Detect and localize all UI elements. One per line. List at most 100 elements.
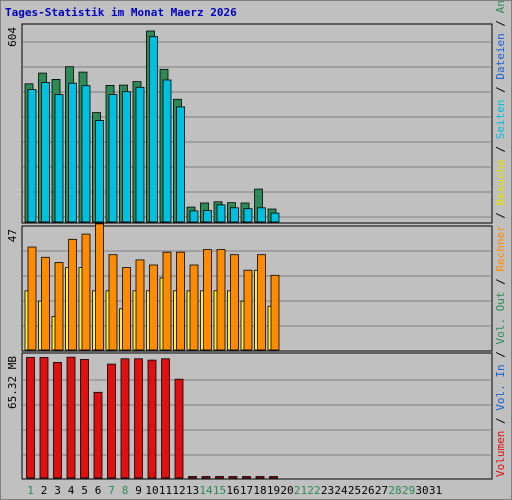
- bar-dateien-day-2: [41, 82, 50, 223]
- bar-dateien-day-18: [257, 207, 266, 223]
- x-tick-label: 17: [240, 484, 253, 497]
- bar-volumen-day-12: [174, 378, 184, 479]
- x-tick-label: 22: [307, 484, 320, 497]
- x-tick-label: 30: [415, 484, 428, 497]
- x-tick-label: 2: [41, 484, 48, 497]
- legend-entry: Vol. In: [494, 364, 507, 410]
- x-tick-label: 10: [145, 484, 158, 497]
- legend-entry: /: [494, 13, 507, 33]
- bar-rechner-day-2: [41, 256, 50, 351]
- bar-volumen-day-6: [93, 391, 103, 479]
- bar-dateien-day-3: [54, 94, 64, 223]
- x-tick-label: 16: [226, 484, 239, 497]
- legend-entry: Dateien: [494, 33, 507, 79]
- bar-rechner-day-3: [54, 262, 64, 351]
- x-tick-label: 28: [388, 484, 401, 497]
- panel-middle-max-label: 47: [6, 229, 19, 242]
- bar-volumen-day-5: [80, 358, 89, 479]
- bar-dateien-day-6: [95, 120, 104, 223]
- x-tick-label: 24: [334, 484, 348, 497]
- panel-top: 604: [6, 23, 493, 224]
- x-tick-label: 15: [213, 484, 226, 497]
- bar-volumen-day-4: [66, 356, 76, 479]
- bar-rechner-day-10: [149, 264, 158, 351]
- bar-dateien-day-9: [135, 86, 145, 223]
- bar-dateien-day-8: [122, 91, 131, 223]
- bar-volumen-day-19: [269, 476, 278, 479]
- x-tick-label: 6: [95, 484, 102, 497]
- bar-rechner-day-14: [203, 249, 212, 351]
- bar-volumen-day-11: [161, 358, 170, 479]
- chart-title: Tages-Statistik im Monat Maerz 2026: [5, 6, 237, 19]
- bar-volumen-day-16: [228, 476, 238, 479]
- legend-entry: /: [494, 411, 507, 431]
- x-tick-label: 19: [267, 484, 280, 497]
- x-tick-label: 21: [294, 484, 307, 497]
- series-rechner: [27, 223, 280, 351]
- bar-rechner-day-9: [135, 259, 145, 351]
- x-tick-label: 25: [348, 484, 361, 497]
- bar-rechner-day-7: [108, 254, 118, 351]
- legend-entry: Seiten: [494, 99, 507, 139]
- legend-entry: /: [494, 80, 507, 100]
- bar-volumen-day-14: [201, 476, 211, 479]
- x-tick-label: 8: [122, 484, 129, 497]
- bar-dateien-day-17: [243, 208, 253, 223]
- bar-dateien-day-19: [270, 212, 280, 223]
- legend-entry: Besuche: [494, 159, 507, 205]
- x-tick-label: 31: [429, 484, 442, 497]
- bar-rechner-day-12: [176, 251, 185, 351]
- bar-dateien-day-15: [216, 204, 226, 223]
- legend-entry: Anfragen: [494, 1, 507, 13]
- legend-entry: Volumen: [494, 431, 507, 477]
- panel-top-max-label: 604: [6, 27, 19, 47]
- legend-entry: Rechner: [494, 225, 507, 272]
- x-tick-label: 9: [135, 484, 142, 497]
- x-tick-label: 26: [361, 484, 374, 497]
- bar-dateien-day-14: [203, 210, 212, 223]
- bar-dateien-day-11: [162, 79, 172, 223]
- x-tick-label: 20: [280, 484, 293, 497]
- x-tick-label: 12: [172, 484, 185, 497]
- bar-rechner-day-6: [95, 223, 104, 351]
- legend-entry: Vol. Out: [494, 292, 507, 345]
- series-dateien: [27, 36, 280, 223]
- legend-entry: /: [494, 272, 507, 292]
- bar-dateien-day-1: [27, 89, 37, 223]
- x-tick-label: 13: [186, 484, 199, 497]
- x-tick-label: 7: [108, 484, 115, 497]
- panel-bottom: 65.32 MB: [6, 352, 493, 480]
- panel-bottom-max-label: 65.32 MB: [6, 356, 19, 409]
- bar-volumen-day-1: [26, 357, 35, 479]
- bar-rechner-day-1: [27, 246, 37, 351]
- x-axis: 1 2 3 4 5 6 7 8 9 10 11 12 13 14 15 16 17 18 19 20 21 22 23 24 2…: [27, 484, 442, 497]
- bar-rechner-day-15: [216, 249, 226, 351]
- bar-dateien-day-16: [230, 207, 239, 223]
- bar-dateien-day-12: [176, 106, 185, 223]
- legend-text: Volumen / Vol. In / Vol. Out / Rechner /…: [494, 1, 507, 477]
- bar-volumen-day-8: [120, 358, 130, 479]
- panel-middle: 47: [6, 223, 493, 352]
- bar-rechner-day-13: [189, 264, 199, 351]
- bar-volumen-day-18: [255, 476, 265, 479]
- x-tick-label: 27: [375, 484, 388, 497]
- bar-rechner-day-19: [270, 274, 280, 351]
- bar-rechner-day-4: [68, 238, 77, 351]
- bar-volumen-day-15: [215, 476, 224, 479]
- legend-entry: /: [494, 205, 507, 225]
- bar-volumen-day-2: [39, 357, 49, 479]
- series-volumen: [26, 356, 278, 479]
- x-tick-label: 11: [159, 484, 172, 497]
- chart-panels: 604 47 65.32 MB: [6, 23, 493, 480]
- legend-entry: /: [494, 345, 507, 365]
- x-tick-label: 3: [54, 484, 61, 497]
- x-tick-label: 5: [81, 484, 88, 497]
- x-tick-label: 23: [321, 484, 334, 497]
- bar-rechner-day-18: [257, 254, 266, 351]
- bar-rechner-day-11: [162, 251, 172, 351]
- bar-volumen-day-10: [147, 359, 157, 479]
- bar-dateien-day-7: [108, 94, 118, 223]
- chart-legend: Volumen / Vol. In / Vol. Out / Rechner /…: [494, 1, 507, 477]
